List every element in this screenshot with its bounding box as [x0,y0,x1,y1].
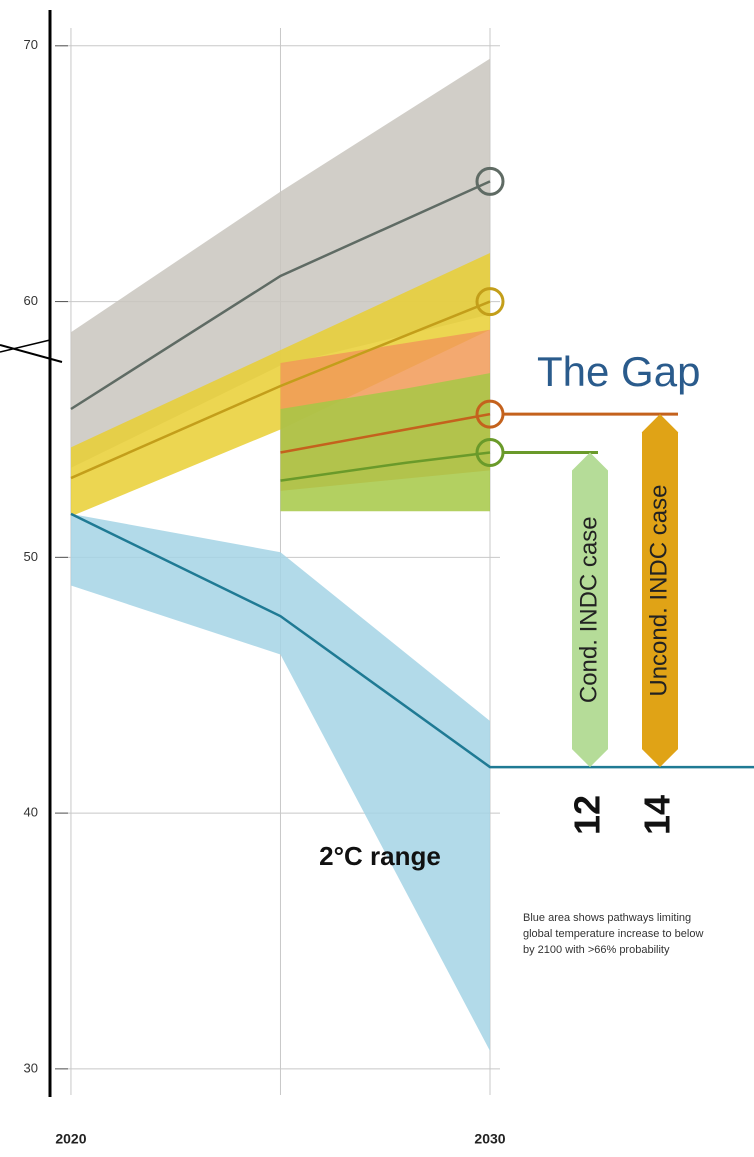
gap-label: Cond. INDC case [575,516,602,703]
decor-slash [0,339,51,353]
y-tick-label: 70 [24,37,38,52]
end-marker [475,287,505,317]
y-tick-label: 30 [24,1060,38,1075]
decor-slash [0,344,63,363]
note-line: by 2100 with >66% probability [523,944,670,956]
series-line [280,412,491,454]
range-label: 2°C range [319,841,441,871]
gap-arrow [572,452,608,768]
series-line [280,451,491,482]
gap-title: The Gap [537,348,700,395]
band [70,58,490,468]
band [70,513,490,1051]
y-tick-label: 60 [24,293,38,308]
note-line: global temperature increase to below [523,928,703,940]
gap-arrow [642,414,678,768]
gap-value: 14 [637,795,678,835]
band [280,373,490,512]
gap-value: 12 [567,795,608,835]
x-tick-label: 2020 [55,1131,86,1147]
series-line [70,300,491,480]
x-tick-label: 2030 [474,1131,505,1147]
series-line [70,512,754,769]
gap-label: Uncond. INDC case [645,485,672,697]
y-tick-label: 50 [24,549,38,564]
note-line: Blue area shows pathways limiting [523,912,691,924]
y-tick-label: 40 [24,805,38,820]
end-marker [475,166,505,196]
series-line [70,180,491,411]
